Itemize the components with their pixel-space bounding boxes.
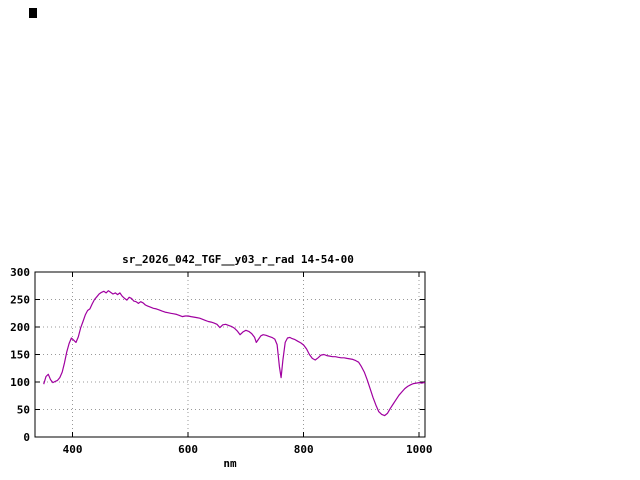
y-tick-label: 0 [23,431,30,444]
cursor-artifact [29,8,37,18]
spectrum-line [43,290,426,417]
axis-tick-labels: 400 600 800 1000 0 50 100 150 200 250 300 [10,266,432,456]
plot-border [34,271,426,438]
x-tick-label: 400 [63,443,83,456]
y-tick-label: 100 [10,376,30,389]
x-axis-label: nm [223,457,237,470]
y-tick-label: 50 [17,404,30,417]
x-tick-label: 800 [294,443,314,456]
axis-ticks [35,271,425,438]
plot-grid [35,272,425,437]
x-tick-label: 1000 [406,443,433,456]
x-tick-label: 600 [178,443,198,456]
plot-title: sr_2026_042_TGF__y03_r_rad 14-54-00 [122,253,354,266]
y-tick-label: 150 [10,349,30,362]
y-tick-label: 250 [10,294,30,307]
y-tick-label: 200 [10,321,30,334]
y-tick-label: 300 [10,266,30,279]
